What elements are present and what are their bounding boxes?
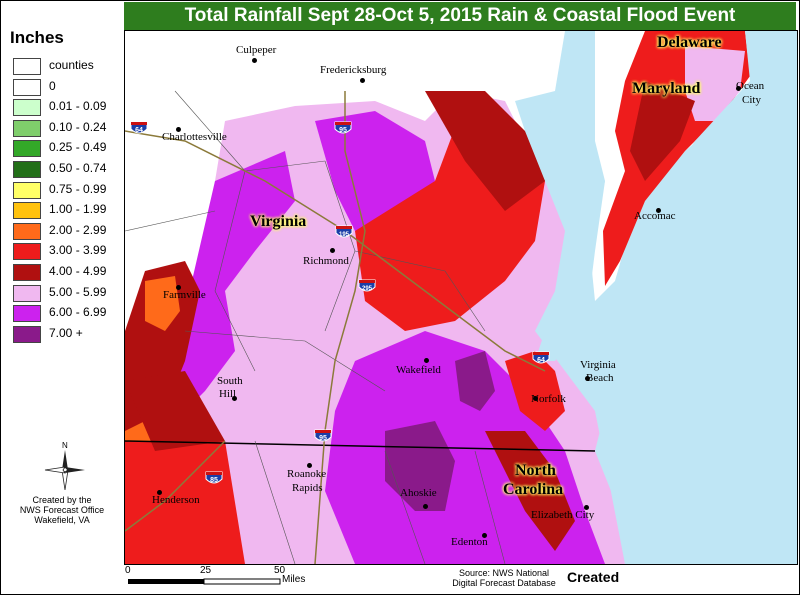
legend-item: 6.00 - 6.99 bbox=[13, 305, 123, 323]
rain-4in-southhill bbox=[125, 371, 225, 451]
rain-4in-elizabeth bbox=[485, 431, 575, 551]
chesapeake-bay bbox=[535, 91, 605, 361]
legend-label: 6.00 - 6.99 bbox=[49, 305, 107, 320]
legend-item: 0.50 - 0.74 bbox=[13, 161, 123, 179]
legend-swatch bbox=[13, 140, 41, 158]
source-line-1: Source: NWS National bbox=[458, 568, 550, 578]
legend: Inches counties 0 0.01 - 0.09 0.10 - 0.24 0.… bbox=[0, 26, 122, 376]
legend-label: 2.00 - 2.99 bbox=[49, 222, 107, 237]
legend-swatch bbox=[13, 161, 41, 178]
scale-unit: Miles bbox=[282, 574, 306, 585]
legend-swatch bbox=[13, 325, 41, 343]
scale-bar-graphic bbox=[128, 578, 281, 585]
legend-item: 5.00 - 5.99 bbox=[13, 284, 123, 303]
north-label: N bbox=[62, 441, 68, 450]
legend-label: counties bbox=[49, 58, 94, 72]
legend-label: 0.50 - 0.74 bbox=[49, 161, 107, 175]
state-line-va-nc bbox=[125, 440, 596, 452]
legend-label: 0.75 - 0.99 bbox=[49, 181, 107, 196]
legend-swatch bbox=[13, 243, 41, 261]
legend-swatch bbox=[13, 181, 41, 199]
legend-swatch bbox=[13, 119, 41, 137]
legend-swatch bbox=[13, 284, 41, 302]
rain-3in-southside bbox=[125, 441, 245, 564]
legend-swatch bbox=[13, 58, 41, 75]
legend-label: 1.00 - 1.99 bbox=[49, 202, 107, 217]
legend-label: 0.01 - 0.09 bbox=[49, 99, 107, 114]
legend-swatch bbox=[13, 99, 41, 117]
credit-text: Created by the NWS Forecast Office Wakef… bbox=[4, 495, 120, 525]
west-arrow-icon bbox=[44, 466, 66, 474]
legend-label: 0.10 - 0.24 bbox=[49, 119, 107, 134]
source-line-2: Digital Forecast Database bbox=[452, 578, 556, 588]
legend-swatch bbox=[13, 264, 41, 281]
rain-7in-ahoskie bbox=[385, 421, 455, 511]
scale-tick-0: 0 bbox=[125, 565, 131, 576]
legend-label: 4.00 - 4.99 bbox=[49, 264, 107, 278]
legend-item: 2.00 - 2.99 bbox=[13, 222, 123, 241]
legend-label: 7.00 + bbox=[49, 325, 83, 340]
legend-title: Inches bbox=[10, 28, 64, 47]
legend-swatch bbox=[13, 202, 41, 220]
legend-label: 3.00 - 3.99 bbox=[49, 243, 107, 258]
scale-bar: 0 25 50 Miles bbox=[124, 565, 444, 595]
scale-tick-50: 50 bbox=[274, 565, 286, 576]
east-arrow-icon bbox=[65, 467, 85, 473]
atlantic-ocean bbox=[595, 31, 797, 564]
legend-item: 1.00 - 1.99 bbox=[13, 202, 123, 220]
legend-label: 5.00 - 5.99 bbox=[49, 284, 107, 299]
rainfall-map-svg bbox=[125, 31, 797, 564]
rain-7in-wakefield bbox=[455, 351, 495, 411]
legend-item: 7.00 + bbox=[13, 325, 123, 344]
county-lines bbox=[125, 90, 506, 564]
legend-swatch bbox=[13, 222, 41, 240]
north-arrow: N bbox=[40, 440, 90, 496]
legend-item: 0.75 - 0.99 bbox=[13, 181, 123, 200]
rain-delmarva-4in bbox=[630, 81, 695, 181]
rainfall-map[interactable] bbox=[124, 30, 798, 565]
rain-ocean-city-5in bbox=[685, 46, 745, 121]
legend-item: 3.00 - 3.99 bbox=[13, 243, 123, 261]
north-arrow-icon bbox=[62, 450, 68, 470]
legend-label: 0 bbox=[49, 78, 56, 93]
south-arrow-icon bbox=[61, 469, 69, 491]
source-text: Source: NWS National Digital Forecast Da… bbox=[452, 568, 556, 588]
legend-swatch bbox=[13, 78, 41, 96]
legend-label: 0.25 - 0.49 bbox=[49, 140, 107, 155]
legend-item: 4.00 - 4.99 bbox=[13, 264, 123, 282]
credit-line-2: NWS Forecast Office bbox=[19, 505, 105, 515]
legend-item: 0.25 - 0.49 bbox=[13, 140, 123, 158]
created-label: Created bbox=[567, 569, 620, 585]
legend-item: 0 bbox=[13, 78, 123, 97]
legend-item: counties bbox=[13, 58, 123, 76]
credit-line-1: Created by the bbox=[32, 495, 92, 505]
legend-swatch bbox=[13, 305, 41, 323]
scale-tick-25: 25 bbox=[200, 565, 212, 576]
rain-2in-farmville bbox=[145, 276, 180, 331]
legend-item: 0.01 - 0.09 bbox=[13, 99, 123, 117]
credit-line-3: Wakefield, VA bbox=[34, 515, 90, 525]
rain-3in-norfolk bbox=[505, 351, 565, 431]
legend-item: 0.10 - 0.24 bbox=[13, 119, 123, 138]
rain-4in-northneck bbox=[425, 91, 545, 211]
map-title: Total Rainfall Sept 28-Oct 5, 2015 Rain … bbox=[124, 2, 796, 30]
